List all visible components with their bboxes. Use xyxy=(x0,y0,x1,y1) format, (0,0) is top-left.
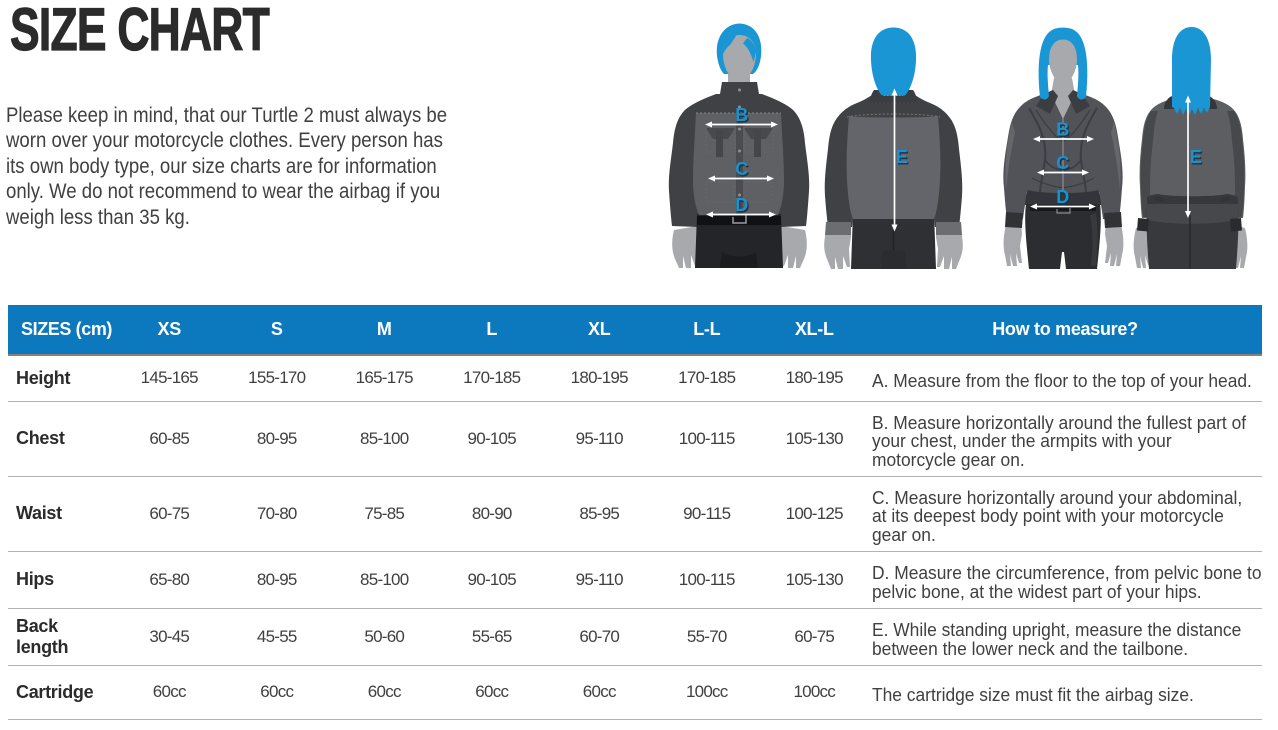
svg-text:E: E xyxy=(896,147,908,167)
svg-text:B: B xyxy=(1058,121,1071,141)
svg-text:D: D xyxy=(1058,189,1071,209)
svg-text:C: C xyxy=(1056,153,1069,173)
svg-text:B: B xyxy=(735,105,748,125)
svg-text:B: B xyxy=(737,107,750,127)
svg-text:C: C xyxy=(1058,155,1071,175)
svg-text:D: D xyxy=(735,195,748,215)
svg-text:D: D xyxy=(737,197,750,217)
svg-text:E: E xyxy=(1190,147,1202,167)
svg-text:B: B xyxy=(1056,120,1069,140)
svg-text:E: E xyxy=(897,149,909,169)
svg-text:C: C xyxy=(735,159,748,179)
svg-text:D: D xyxy=(1056,187,1069,207)
svg-text:E: E xyxy=(1191,149,1203,169)
svg-text:C: C xyxy=(737,161,750,181)
